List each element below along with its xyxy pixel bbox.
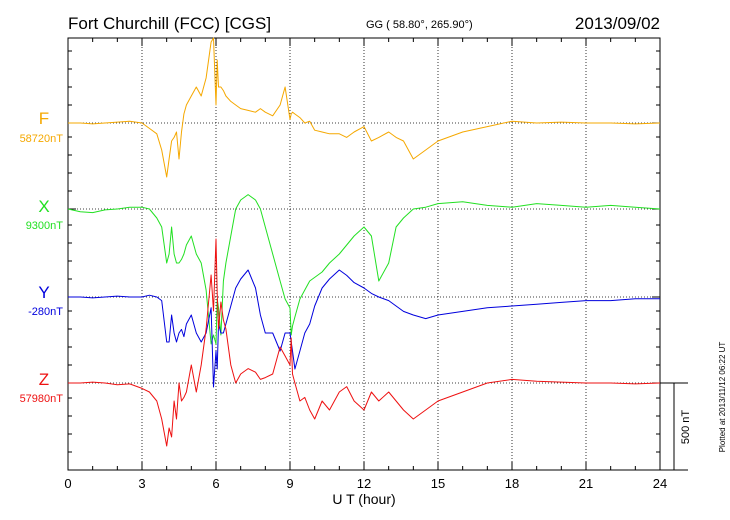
x-tick-label-9: 9	[286, 476, 293, 491]
x-tick-label-18: 18	[505, 476, 519, 491]
x-tick-label-0: 0	[64, 476, 71, 491]
series-baseline-f: 58720nT	[20, 133, 64, 145]
x-tick-label-12: 12	[357, 476, 371, 491]
scale-bar: 500 nT	[660, 382, 692, 471]
series-name-y: Y	[38, 283, 49, 302]
x-tick-label-3: 3	[138, 476, 145, 491]
series-baseline-z: 57980nT	[20, 393, 64, 405]
chart-title: Fort Churchill (FCC) [CGS]	[68, 14, 271, 33]
coordinates-label: GG ( 58.80°, 265.90°)	[366, 19, 473, 31]
series-name-f: F	[39, 109, 49, 128]
x-axis-label: U T (hour)	[332, 491, 395, 507]
series-line-x	[67, 194, 661, 345]
scale-bar-label: 500 nT	[680, 410, 692, 445]
series-labels: F 58720nT X 9300nT Y -280nT Z 57980nT	[20, 109, 64, 405]
series-name-z: Z	[39, 370, 49, 389]
series-layer	[67, 37, 661, 447]
series-name-x: X	[38, 197, 49, 216]
plotted-note: Plotted at 2013/11/12 06:22 UT	[718, 342, 727, 453]
series-baseline-x: 9300nT	[26, 220, 64, 232]
x-tick-label-21: 21	[579, 476, 593, 491]
grid-lines	[68, 38, 660, 470]
chart-date: 2013/09/02	[575, 14, 660, 33]
x-tick-labels: 0 3 6 9 12 15 18 21 24	[64, 476, 667, 491]
x-tick-label-15: 15	[431, 476, 445, 491]
series-line-f	[68, 37, 661, 178]
x-tick-label-6: 6	[212, 476, 219, 491]
x-tick-label-24: 24	[653, 476, 667, 491]
series-line-y	[68, 269, 660, 388]
series-baseline-y: -280nT	[28, 306, 63, 318]
series-line-z	[68, 238, 661, 447]
